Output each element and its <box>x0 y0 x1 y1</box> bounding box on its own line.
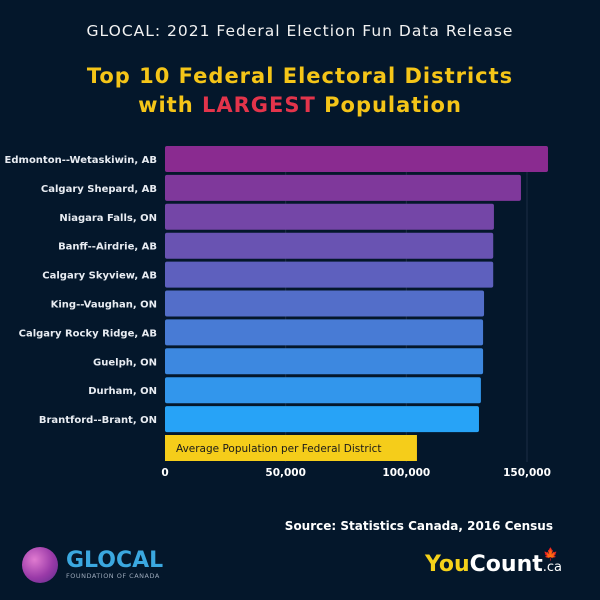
youcount-logo: YouCount.ca <box>425 552 562 577</box>
bar <box>165 406 479 433</box>
category-label: Brantford--Brant, ON <box>39 415 157 426</box>
category-label: King--Vaughan, ON <box>51 300 157 311</box>
title-text: with <box>138 93 202 117</box>
category-label: Durham, ON <box>88 386 157 397</box>
category-label: Calgary Skyview, AB <box>42 271 157 282</box>
x-tick-label: 150,000 <box>503 467 551 479</box>
x-tick-label: 100,000 <box>382 467 430 479</box>
bar <box>165 290 485 317</box>
source-note: Source: Statistics Canada, 2016 Census <box>284 519 553 533</box>
logo-count: Count <box>469 552 543 577</box>
title-text: Population <box>315 93 462 117</box>
x-tick-label: 0 <box>161 467 168 479</box>
bar <box>165 261 494 288</box>
globe-icon <box>22 547 58 583</box>
bar <box>165 232 494 259</box>
title-highlight: LARGEST <box>201 93 316 117</box>
category-label: Banff--Airdrie, AB <box>58 242 157 253</box>
bar <box>165 377 481 404</box>
logo-you: You <box>424 552 470 577</box>
chart-title: Top 10 Federal Electoral Districts with … <box>0 62 600 120</box>
average-bar <box>165 435 417 461</box>
category-label: Calgary Rocky Ridge, AB <box>19 328 157 339</box>
title-line-1: Top 10 Federal Electoral Districts <box>86 64 514 88</box>
logo-ca: .ca <box>542 560 562 575</box>
category-label: Guelph, ON <box>93 357 157 368</box>
category-label: Calgary Shepard, AB <box>41 184 157 195</box>
bar <box>165 348 484 375</box>
title-line-2: with LARGEST Population <box>0 91 600 120</box>
average-bar-label: Average Population per Federal District <box>176 443 382 455</box>
x-tick-label: 50,000 <box>265 467 306 479</box>
bar <box>165 319 484 346</box>
glocal-name: GLOCAL <box>66 548 164 573</box>
category-label: Edmonton--Wetaskiwin, AB <box>5 155 157 166</box>
bar <box>165 174 521 201</box>
glocal-logo: GLOCAL FOUNDATION OF CANADA <box>22 547 163 583</box>
category-label: Niagara Falls, ON <box>59 213 157 224</box>
bar <box>165 203 494 230</box>
supertitle: GLOCAL: 2021 Federal Election Fun Data R… <box>86 22 514 40</box>
bar <box>165 146 548 172</box>
maple-leaf-icon: 🍁 <box>543 547 558 561</box>
glocal-subtitle: FOUNDATION OF CANADA <box>66 572 160 580</box>
